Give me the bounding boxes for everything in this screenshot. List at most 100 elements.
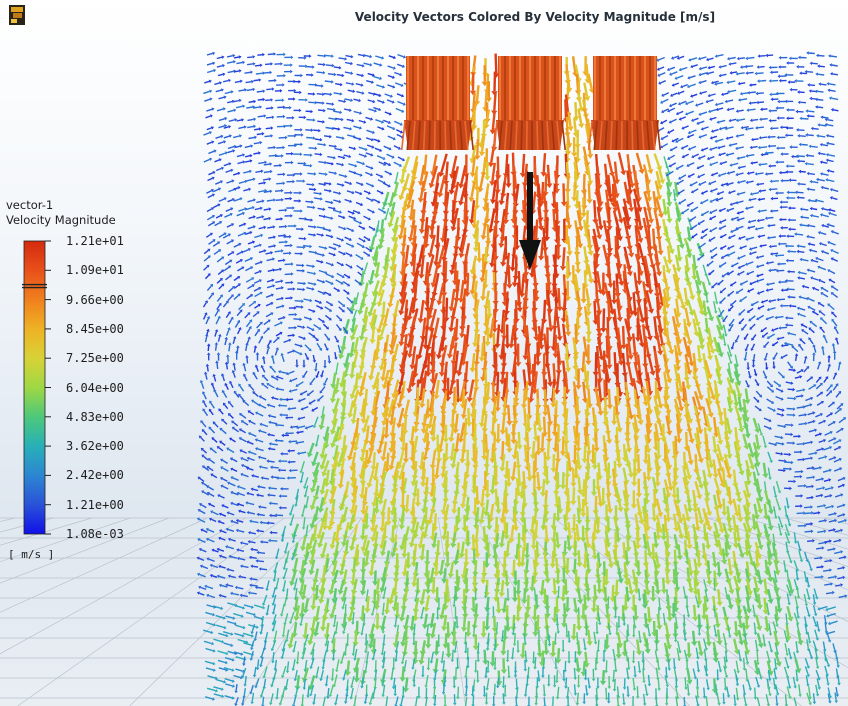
velocity-vector [662, 256, 670, 270]
velocity-vector [255, 72, 263, 75]
velocity-vector [799, 277, 806, 280]
velocity-vector [373, 106, 380, 111]
velocity-vector [258, 182, 264, 185]
velocity-vector-head [319, 300, 322, 304]
velocity-vector-head [809, 206, 813, 211]
velocity-vector-head [288, 389, 292, 393]
velocity-vector [718, 190, 725, 195]
velocity-vector [595, 245, 599, 265]
velocity-vector [652, 191, 657, 208]
velocity-vector-head [343, 99, 347, 104]
velocity-vector [553, 306, 558, 326]
velocity-vector-head [400, 83, 404, 87]
velocity-vector [224, 213, 231, 218]
velocity-vector [700, 80, 707, 84]
velocity-vector-head [332, 253, 336, 257]
velocity-vector-head [369, 54, 373, 59]
velocity-vector [542, 416, 546, 433]
velocity-vector-head [756, 100, 759, 105]
velocity-vector [832, 258, 839, 262]
velocity-vector-head [428, 182, 435, 189]
velocity-vector-head [699, 91, 702, 95]
velocity-vector-head [269, 162, 273, 166]
velocity-vector [384, 111, 390, 115]
velocity-vector [507, 265, 511, 285]
velocity-vector [376, 155, 384, 160]
velocity-vector [333, 209, 340, 213]
velocity-vector [709, 155, 715, 160]
velocity-vector [227, 295, 233, 301]
velocity-vector [306, 424, 314, 429]
velocity-vector-head [305, 357, 310, 361]
velocity-vector [748, 108, 756, 111]
velocity-vector [376, 84, 383, 88]
velocity-vector-head [324, 270, 328, 275]
velocity-vector [344, 61, 351, 65]
velocity-vector-head [372, 73, 375, 77]
velocity-vector [212, 242, 219, 247]
velocity-vector [214, 344, 218, 351]
velocity-vector [735, 334, 740, 341]
velocity-vector [633, 361, 640, 381]
velocity-vector-head [536, 427, 544, 433]
velocity-vector-head [281, 304, 285, 308]
velocity-vector-head [302, 179, 306, 183]
velocity-vector-head [700, 212, 704, 216]
velocity-vector [800, 339, 806, 345]
velocity-vector-head [697, 56, 701, 61]
velocity-vector-head [399, 72, 403, 77]
velocity-vector-head [775, 91, 778, 96]
velocity-vector [807, 71, 814, 73]
velocity-vector [475, 85, 480, 102]
velocity-vector [485, 109, 491, 125]
velocity-vector [586, 264, 592, 280]
velocity-vector [701, 198, 709, 204]
velocity-vector-head [314, 146, 318, 151]
velocity-vector-head [392, 85, 396, 89]
velocity-vector-head [217, 315, 221, 319]
velocity-vector-head [739, 246, 743, 250]
velocity-vector-head [686, 237, 693, 242]
velocity-vector [386, 99, 393, 103]
velocity-vector [807, 154, 815, 157]
velocity-vector [583, 364, 588, 380]
velocity-vector-head [718, 73, 722, 78]
velocity-vector [226, 55, 233, 58]
velocity-vector-head [458, 253, 465, 259]
velocity-vector-head [326, 337, 330, 341]
velocity-vector-head [437, 192, 444, 198]
velocity-vector [356, 63, 363, 67]
velocity-vector-head [748, 198, 751, 202]
velocity-vector-head [380, 191, 384, 195]
velocity-vector [246, 88, 253, 92]
velocity-vector [265, 116, 272, 119]
velocity-vector [655, 332, 662, 352]
velocity-vector-head [546, 381, 554, 387]
velocity-vector-head [301, 263, 305, 268]
velocity-vector [210, 402, 215, 409]
velocity-vector [422, 370, 428, 390]
velocity-vector-head [224, 124, 227, 128]
velocity-vector-head [735, 200, 739, 205]
velocity-vector [667, 170, 674, 176]
velocity-vector [546, 164, 551, 184]
velocity-vector [605, 189, 610, 208]
velocity-vector-head [334, 144, 337, 149]
velocity-vector [208, 171, 214, 176]
velocity-vector-head [735, 72, 739, 76]
velocity-vector [692, 64, 698, 68]
velocity-vector [207, 222, 214, 227]
velocity-vector-head [256, 311, 260, 315]
velocity-vector [484, 433, 488, 450]
velocity-vector-head [252, 215, 256, 219]
velocity-vector-head [258, 243, 262, 247]
velocity-vector-head [688, 361, 695, 367]
velocity-vector-head [809, 320, 813, 324]
velocity-vector [365, 246, 371, 251]
velocity-vector-head [794, 190, 798, 195]
velocity-vector-head [312, 264, 315, 269]
velocity-vector-head [294, 306, 297, 310]
velocity-vector [412, 290, 417, 310]
velocity-vector [273, 397, 279, 401]
